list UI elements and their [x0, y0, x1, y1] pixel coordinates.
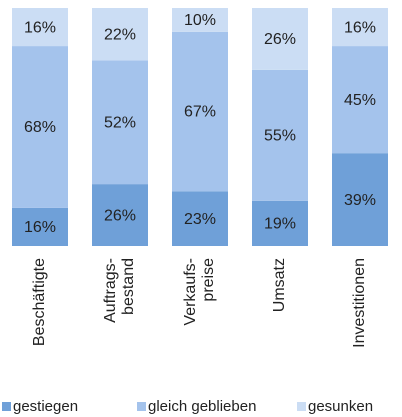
bar-segment [252, 8, 308, 70]
legend-swatch [297, 402, 306, 411]
value-label: 16% [24, 219, 56, 236]
bar-segment [252, 200, 308, 246]
legend-label: gestiegen [13, 398, 78, 415]
bar-segment [92, 8, 148, 61]
value-label: 23% [184, 211, 216, 228]
value-label: 16% [24, 19, 56, 36]
legend-label: gleich geblieben [148, 398, 256, 415]
legend-label: gesunken [308, 398, 373, 415]
bar-segment [172, 8, 228, 32]
value-label: 19% [264, 216, 296, 233]
bar-segment [252, 69, 308, 201]
bar-segment [332, 46, 388, 154]
bar-segment [92, 60, 148, 185]
bar-segment [172, 191, 228, 246]
value-label: 39% [344, 192, 376, 209]
value-label: 26% [264, 31, 296, 48]
legend-swatch [137, 402, 146, 411]
value-label: 68% [24, 119, 56, 136]
x-tick-label: Investitionen [351, 258, 368, 348]
x-tick-label: Beschäftigte [31, 258, 48, 346]
value-label: 52% [104, 114, 136, 131]
value-label: 10% [184, 12, 216, 29]
value-label: 67% [184, 104, 216, 121]
legend-swatch [2, 402, 11, 411]
value-label: 26% [104, 207, 136, 224]
value-label: 55% [264, 128, 296, 145]
bar-segment [172, 31, 228, 192]
bar-segment [332, 8, 388, 47]
bar-segment [12, 8, 68, 47]
bar-segment [12, 207, 68, 246]
bar-segment [92, 184, 148, 246]
bar-segment [332, 153, 388, 246]
value-label: 45% [344, 92, 376, 109]
x-tick-label: Verkaufs-preise [182, 258, 217, 326]
x-tick-label: Auftrags-bestand [102, 258, 137, 323]
value-label: 16% [344, 19, 376, 36]
x-tick-label: Umsatz [271, 258, 288, 312]
bar-segment [12, 46, 68, 208]
value-label: 22% [104, 26, 136, 43]
